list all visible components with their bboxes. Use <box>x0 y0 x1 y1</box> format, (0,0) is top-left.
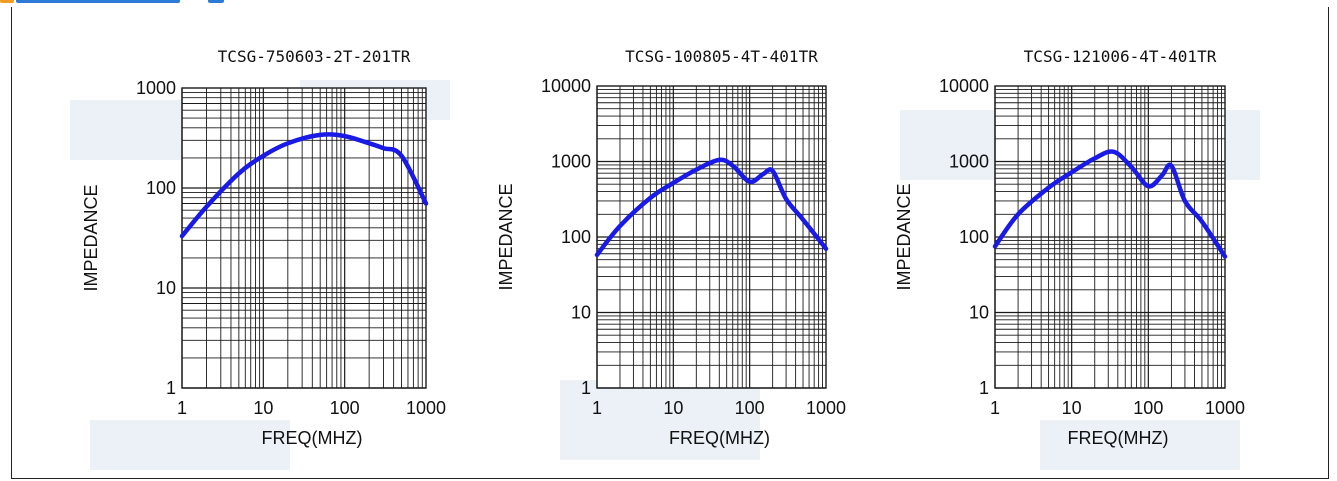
y-tick-label: 1000 <box>136 78 176 98</box>
y-tick-label: 10 <box>969 303 989 323</box>
x-tick-label: 10 <box>663 398 683 418</box>
x-tick-label: 100 <box>1133 398 1163 418</box>
impedance-curve <box>992 149 1228 259</box>
y-tick-label: 1 <box>979 378 989 398</box>
x-axis-label: FREQ(MHZ) <box>262 428 363 448</box>
x-tick-label: 1 <box>990 398 1000 418</box>
y-tick-label: 10000 <box>541 76 591 96</box>
y-tick-label: 1 <box>166 378 176 398</box>
impedance-curve <box>594 157 829 258</box>
y-axis-label: IMPEDANCE <box>496 183 516 290</box>
x-tick-label: 1 <box>592 398 602 418</box>
chart-title: TCSG-100805-4T-401TR <box>625 47 818 66</box>
y-tick-label: 100 <box>959 227 989 247</box>
orange-header-mark <box>0 0 14 3</box>
plot-area <box>182 88 426 388</box>
chart-3: TCSG-121006-4T-401TR 1 10 100 1000 1 10 100 1000… <box>894 47 1245 448</box>
y-tick-label: 100 <box>146 178 176 198</box>
y-tick-label: 10 <box>571 303 591 323</box>
y-tick-label: 1 <box>581 378 591 398</box>
y-axis-label: IMPEDANCE <box>894 183 914 290</box>
chart-2: TCSG-100805-4T-401TR 1 10 100 1000 1 10 100 1000… <box>496 47 846 448</box>
chart-1: TCSG-750603-2T-201TR 1 10 100 1000 1 10 100 1000… <box>81 47 446 448</box>
impedance-curve <box>179 132 429 239</box>
blue-header-bar <box>16 0 180 3</box>
watermark-block <box>560 380 760 460</box>
figure-frame <box>11 7 1329 479</box>
y-axis-label: IMPEDANCE <box>81 184 101 291</box>
watermark-block <box>90 420 290 470</box>
x-tick-label: 1 <box>177 398 187 418</box>
y-tick-label: 1000 <box>551 152 591 172</box>
x-tick-label: 1000 <box>406 398 446 418</box>
x-tick-label: 1000 <box>1205 398 1245 418</box>
y-tick-label: 100 <box>561 227 591 247</box>
x-tick-label: 10 <box>253 398 273 418</box>
y-tick-label: 10000 <box>939 76 989 96</box>
chart-title: TCSG-121006-4T-401TR <box>1024 47 1217 66</box>
x-tick-label: 100 <box>330 398 360 418</box>
x-tick-label: 10 <box>1062 398 1082 418</box>
plot-border <box>596 85 827 389</box>
watermark-block <box>1040 420 1240 470</box>
x-tick-label: 100 <box>735 398 765 418</box>
x-axis-label: FREQ(MHZ) <box>1068 428 1169 448</box>
x-tick-label: 1000 <box>806 398 846 418</box>
blue-header-bar-2 <box>208 0 224 3</box>
plot-border <box>994 85 1226 389</box>
x-axis-label: FREQ(MHZ) <box>669 428 770 448</box>
chart-title: TCSG-750603-2T-201TR <box>218 47 411 66</box>
top-border-strip <box>0 0 1337 7</box>
y-tick-label: 1000 <box>949 152 989 172</box>
y-tick-label: 10 <box>156 278 176 298</box>
